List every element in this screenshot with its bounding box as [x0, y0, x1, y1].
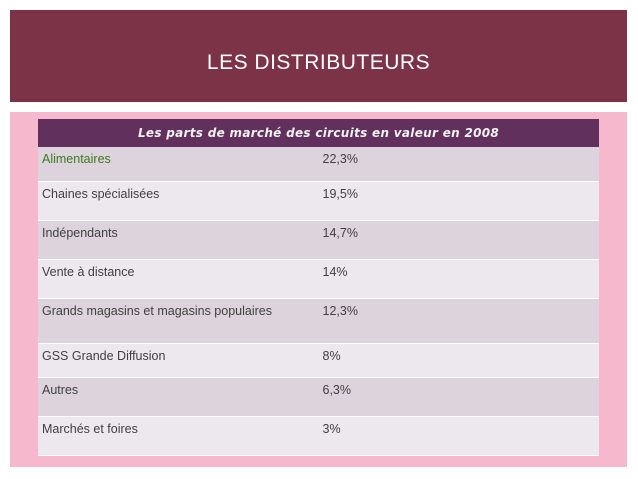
row-value: 14% [318, 259, 599, 299]
row-value: 6,3% [318, 377, 599, 417]
row-value: 22,3% [318, 147, 599, 182]
row-name: GSS Grande Diffusion [38, 343, 319, 378]
row-value: 19,5% [318, 181, 599, 221]
row-name: Indépendants [38, 220, 319, 260]
row-value: 14,7% [318, 220, 599, 260]
table-row: Chaines spécialisées 19,5% [38, 181, 599, 221]
table-header: Les parts de marché des circuits en vale… [38, 119, 599, 147]
table-header-row: Les parts de marché des circuits en vale… [38, 119, 599, 147]
table-row: GSS Grande Diffusion 8% [38, 343, 599, 378]
row-name: Grands magasins et magasins populaires [38, 298, 319, 344]
row-name: Marchés et foires [38, 416, 319, 456]
slide-title: LES DISTRIBUTEURS [206, 51, 431, 74]
table-row: Grands magasins et magasins populaires 1… [38, 298, 599, 344]
row-name: Autres [38, 377, 319, 417]
row-name: Chaines spécialisées [38, 181, 319, 221]
market-share-table: Les parts de marché des circuits en vale… [38, 119, 599, 456]
table-row: Autres 6,3% [38, 377, 599, 417]
row-value: 12,3% [318, 298, 599, 344]
row-name: Vente à distance [38, 259, 319, 299]
table-row: Alimentaires 22,3% [38, 147, 599, 182]
table-row: Marchés et foires 3% [38, 416, 599, 456]
table-row: Indépendants 14,7% [38, 220, 599, 260]
row-name: Alimentaires [38, 147, 319, 182]
row-value: 3% [318, 416, 599, 456]
table-row: Vente à distance 14% [38, 259, 599, 299]
title-bar: LES DISTRIBUTEURS [10, 10, 627, 102]
row-value: 8% [318, 343, 599, 378]
